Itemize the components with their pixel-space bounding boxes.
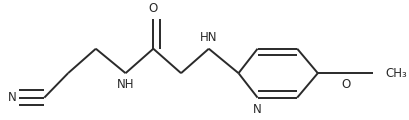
Text: O: O [148,2,157,15]
Text: CH₃: CH₃ [384,67,406,80]
Text: O: O [340,78,349,91]
Text: HN: HN [200,31,217,44]
Text: N: N [8,91,16,104]
Text: NH: NH [117,78,134,91]
Text: N: N [253,103,261,116]
